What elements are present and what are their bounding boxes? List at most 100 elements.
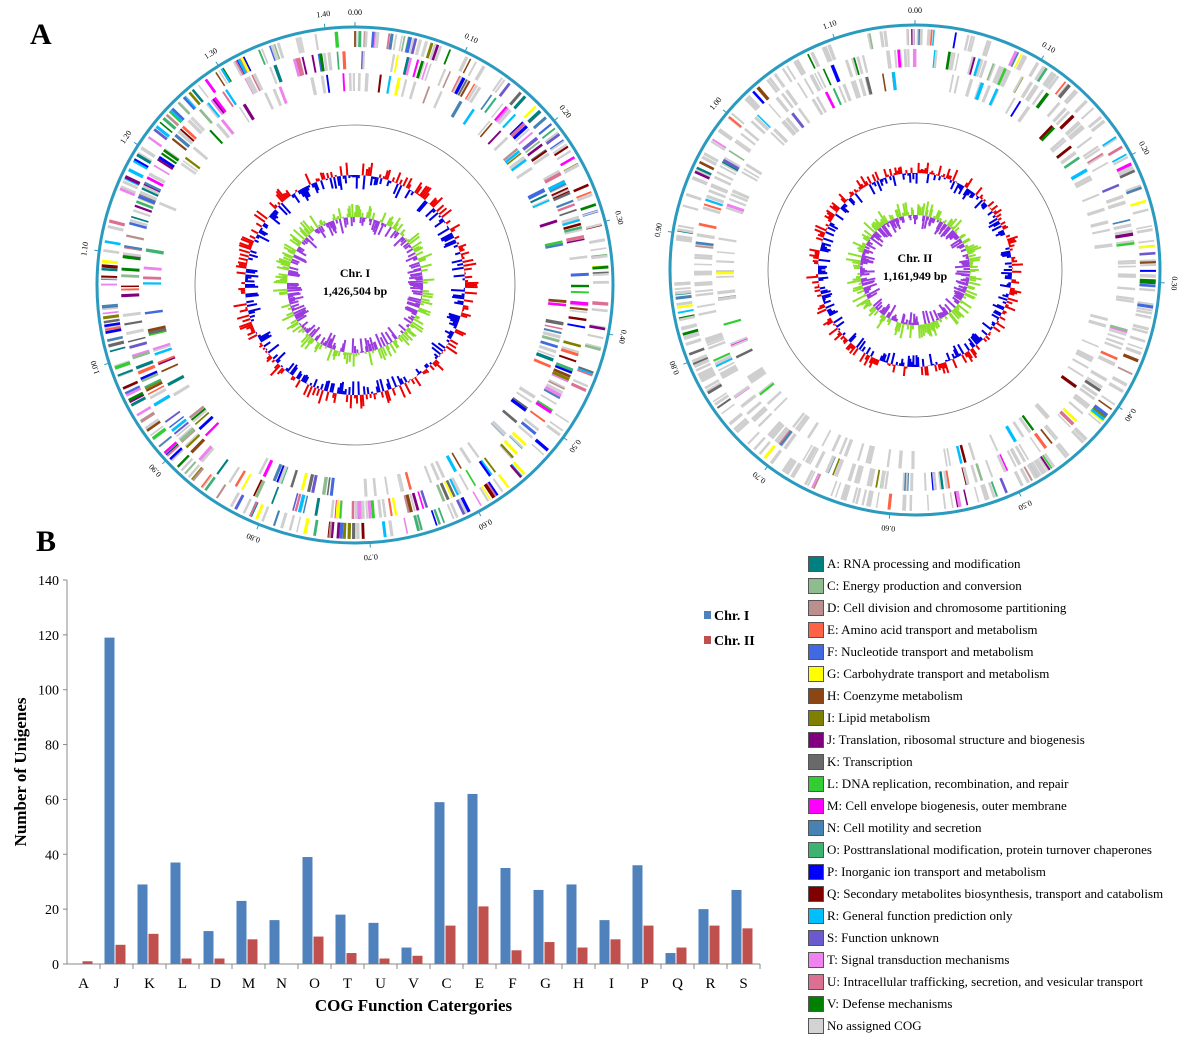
- gene-mark: [676, 304, 693, 309]
- gene-mark: [290, 469, 298, 488]
- gc-content-bar: [826, 317, 832, 322]
- gc-skew-bar: [962, 287, 967, 291]
- gene-mark: [443, 49, 452, 65]
- gene-mark: [1000, 69, 1012, 88]
- bar-chri: [434, 802, 445, 964]
- gc-content-bar: [806, 275, 819, 279]
- gene-mark: [694, 289, 714, 293]
- gene-mark: [1043, 425, 1057, 441]
- gc-content-bar: [437, 227, 450, 237]
- ring-tick: [104, 362, 110, 366]
- gc-skew-bar: [295, 313, 305, 320]
- gc-skew-bar: [863, 293, 867, 296]
- gc-content-bar: [263, 222, 269, 228]
- gene-mark: [1139, 283, 1156, 288]
- gene-mark: [170, 109, 183, 122]
- gc-content-bar: [280, 202, 292, 214]
- gc-content-bar: [833, 316, 843, 324]
- gc-content-bar: [402, 376, 408, 383]
- gene-mark: [326, 477, 331, 496]
- gc-skew-bar: [306, 324, 316, 334]
- gc-content-bar: [256, 234, 270, 243]
- gene-mark: [546, 424, 561, 437]
- gene-mark: [542, 169, 561, 182]
- panel-label-b: B: [36, 525, 57, 558]
- gc-content-bar: [1007, 238, 1016, 243]
- gc-content-bar: [272, 210, 278, 216]
- gc-skew-bar: [965, 277, 970, 280]
- gene-mark: [1029, 436, 1042, 453]
- gc-content-bar: [361, 163, 365, 176]
- ring-tick: [832, 33, 835, 39]
- gc-content-bar: [974, 199, 984, 209]
- gene-mark: [678, 315, 696, 322]
- gc-skew-bar: [298, 226, 309, 237]
- gc-content-bar: [239, 308, 249, 313]
- gene-mark: [825, 455, 836, 474]
- gene-mark: [1139, 280, 1156, 285]
- gene-mark: [157, 355, 175, 364]
- gene-mark: [171, 449, 184, 462]
- gc-content-bar: [837, 330, 841, 333]
- gene-mark: [694, 256, 713, 260]
- gc-content-bar: [1000, 250, 1011, 255]
- gc-content-bar: [1002, 225, 1009, 230]
- gc-content-bar: [282, 192, 289, 199]
- gc-content-bar: [864, 354, 869, 361]
- gene-mark: [721, 162, 738, 173]
- gc-skew-bar: [954, 265, 970, 269]
- gc-content-bar: [386, 169, 392, 181]
- gc-content-bar: [939, 363, 943, 369]
- gc-content-bar: [979, 336, 984, 341]
- gene-mark: [1014, 445, 1027, 463]
- gc-content-bar: [297, 373, 303, 380]
- gene-mark: [1125, 347, 1142, 356]
- gc-skew-bar: [406, 323, 410, 327]
- gene-mark: [547, 302, 567, 307]
- gc-skew-bar: [309, 215, 319, 229]
- gene-mark: [523, 417, 540, 432]
- gc-content-bar: [315, 388, 321, 396]
- gene-mark: [147, 136, 163, 148]
- gc-content-bar: [828, 310, 839, 317]
- gene-mark: [905, 472, 908, 491]
- gc-skew-bar: [879, 218, 886, 225]
- gene-mark: [766, 78, 779, 94]
- cog-color-swatch: [808, 798, 824, 814]
- ring-tick: [683, 361, 689, 365]
- gene-mark: [682, 204, 699, 211]
- gene-mark: [153, 394, 171, 407]
- gene-mark: [716, 260, 735, 264]
- cog-color-swatch: [808, 1018, 824, 1034]
- gc-skew-bar: [955, 306, 960, 311]
- gc-skew-bar: [951, 219, 963, 231]
- gc-content-bar: [338, 382, 343, 395]
- gc-content-bar: [312, 378, 318, 388]
- gene-mark: [1138, 245, 1155, 249]
- gc-skew-bar: [406, 327, 417, 337]
- gc-content-bar: [432, 209, 437, 214]
- gene-mark: [705, 198, 723, 207]
- gene-mark: [875, 469, 881, 488]
- gene-mark: [1045, 424, 1059, 440]
- gene-mark: [417, 491, 425, 510]
- gene-mark: [492, 77, 504, 92]
- gene-mark: [190, 438, 206, 454]
- gc-skew-bar: [948, 218, 958, 228]
- gc-skew-bar: [309, 225, 315, 232]
- gc-skew-bar: [864, 245, 870, 250]
- bar-chri: [137, 884, 148, 964]
- gene-mark: [114, 361, 131, 370]
- gc-content-bar: [1008, 244, 1015, 248]
- gc-skew-bar: [322, 220, 327, 225]
- gc-skew-bar: [288, 269, 299, 274]
- gene-mark: [548, 380, 565, 390]
- gc-content-bar: [863, 355, 871, 366]
- gene-mark: [741, 171, 758, 182]
- gene-mark: [544, 240, 563, 247]
- gc-skew-bar: [304, 337, 314, 350]
- gc-skew-bar: [336, 215, 340, 220]
- gene-mark: [780, 92, 794, 109]
- gc-skew-bar: [855, 275, 861, 279]
- gene-mark: [363, 478, 368, 497]
